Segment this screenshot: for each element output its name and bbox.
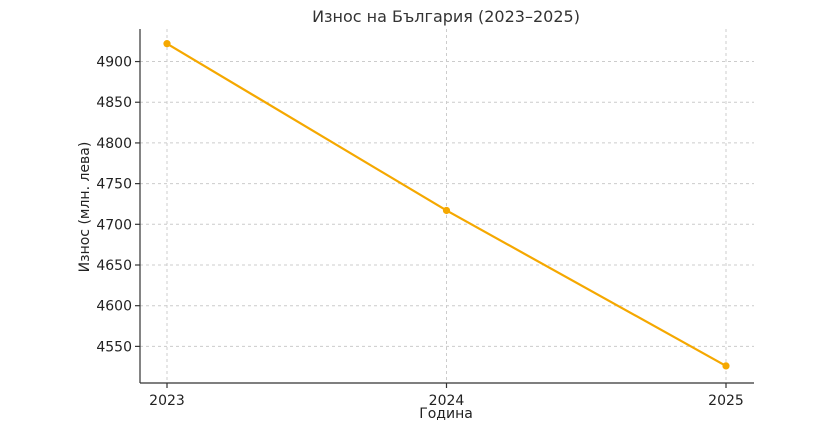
x-axis-label: Година (419, 406, 473, 422)
y-tick-label: 4800 (96, 136, 132, 152)
y-tick-label: 4650 (96, 258, 132, 274)
y-tick-label: 4700 (96, 217, 132, 233)
data-point (163, 40, 171, 48)
tick-labels: 4550 4600 4650 4700 4750 4800 4850 4900 2023 2024… (96, 55, 743, 409)
y-tick-label: 4600 (96, 299, 132, 315)
y-tick-label: 4900 (96, 55, 132, 71)
y-tick-label: 4850 (96, 95, 132, 111)
x-tick-label: 2025 (708, 393, 744, 409)
y-tick-label: 4750 (96, 177, 132, 193)
series-layer (163, 40, 730, 370)
y-axis-label: Износ (млн. лева) (77, 142, 93, 273)
x-tick-label: 2023 (149, 393, 185, 409)
grid (140, 29, 754, 383)
x-tick-label: 2024 (429, 393, 465, 409)
chart-title: Износ на България (2023–2025) (312, 7, 580, 26)
data-point (442, 206, 451, 215)
axes (135, 29, 754, 388)
y-tick-label: 4550 (96, 339, 132, 355)
data-point (722, 362, 730, 370)
